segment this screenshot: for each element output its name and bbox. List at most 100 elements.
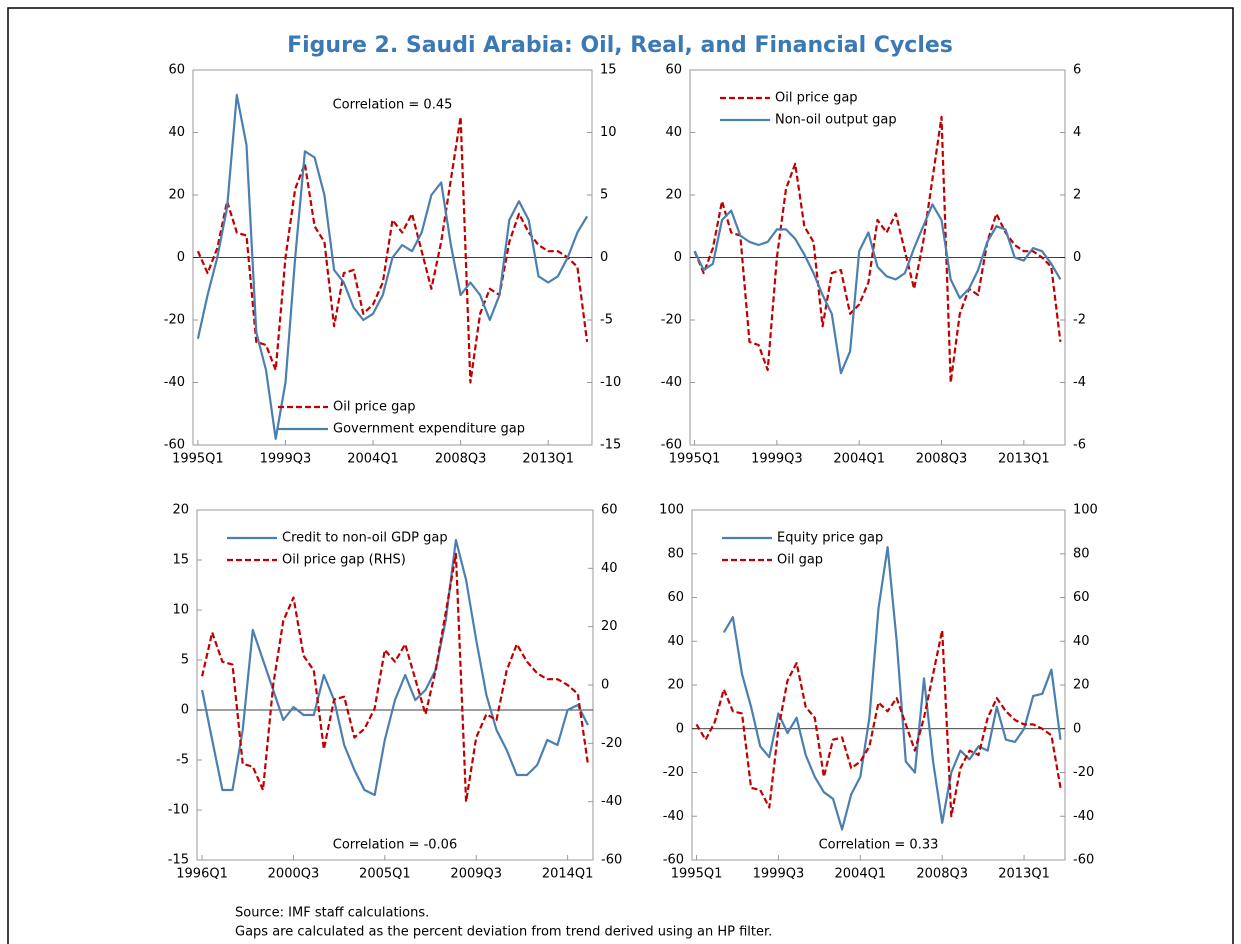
x-tick-label: 2005Q1 bbox=[359, 867, 411, 882]
y-tick-label: 60 bbox=[665, 63, 682, 78]
y-tick-label: -20 bbox=[164, 313, 185, 328]
y-tick-label: -40 bbox=[661, 375, 682, 390]
x-tick-label: 1999Q3 bbox=[751, 452, 803, 467]
frame bbox=[7, 7, 1234, 944]
y2-tick-label: 5 bbox=[600, 188, 608, 203]
y-tick-label: 5 bbox=[181, 653, 189, 668]
legend-label: Equity price gap bbox=[777, 531, 883, 546]
x-tick-label: 2004Q1 bbox=[835, 867, 887, 882]
y-tick-label: 20 bbox=[172, 503, 189, 518]
x-tick-label: 2014Q1 bbox=[542, 867, 594, 882]
y-tick-label: 100 bbox=[659, 503, 684, 518]
annotation: Correlation = 0.33 bbox=[819, 838, 939, 853]
y2-tick-label: 4 bbox=[1073, 125, 1081, 140]
legend-label: Credit to non-oil GDP gap bbox=[282, 531, 448, 546]
y-tick-label: -20 bbox=[663, 765, 684, 780]
y-tick-label: 20 bbox=[168, 188, 185, 203]
y-tick-label: -40 bbox=[164, 375, 185, 390]
method-note: Gaps are calculated as the percent devia… bbox=[235, 925, 772, 940]
y2-tick-label: 6 bbox=[1073, 63, 1081, 78]
series-line bbox=[196, 115, 589, 384]
y-tick-label: -60 bbox=[661, 438, 682, 453]
annotation: Correlation = 0.45 bbox=[333, 98, 453, 113]
x-tick-label: 2004Q1 bbox=[833, 452, 885, 467]
y-tick-label: -60 bbox=[164, 438, 185, 453]
x-tick-label: 2013Q1 bbox=[998, 867, 1050, 882]
x-tick-label: 1996Q1 bbox=[176, 867, 228, 882]
y2-tick-label: 0 bbox=[601, 678, 609, 693]
y2-tick-label: -40 bbox=[1073, 809, 1094, 824]
x-tick-label: 2013Q1 bbox=[522, 452, 574, 467]
annotation: Correlation = -0.06 bbox=[333, 838, 457, 853]
legend-label: Oil price gap bbox=[333, 400, 416, 415]
plot-frame bbox=[691, 509, 1066, 861]
y2-tick-label: -40 bbox=[601, 794, 622, 809]
y2-tick-label: -15 bbox=[600, 438, 621, 453]
x-tick-label: 2004Q1 bbox=[347, 452, 399, 467]
y-tick-label: -10 bbox=[168, 803, 189, 818]
y2-tick-label: 40 bbox=[601, 561, 618, 576]
y2-tick-label: -5 bbox=[600, 313, 613, 328]
y2-tick-label: 15 bbox=[600, 63, 617, 78]
x-tick-label: 2013Q1 bbox=[998, 452, 1050, 467]
y2-tick-label: -10 bbox=[600, 375, 621, 390]
y2-tick-label: -6 bbox=[1073, 438, 1086, 453]
y2-tick-label: -2 bbox=[1073, 313, 1086, 328]
x-tick-label: 1995Q1 bbox=[172, 452, 224, 467]
y2-tick-label: 80 bbox=[1073, 546, 1090, 561]
y-tick-label: 0 bbox=[181, 703, 189, 718]
series-line bbox=[693, 115, 1062, 384]
y-tick-label: 0 bbox=[676, 721, 684, 736]
x-tick-label: 2008Q3 bbox=[435, 452, 487, 467]
series-line bbox=[695, 629, 1062, 818]
y-tick-label: 0 bbox=[177, 250, 185, 265]
y-tick-label: 40 bbox=[667, 634, 684, 649]
y2-tick-label: -60 bbox=[601, 853, 622, 868]
x-tick-label: 1999Q3 bbox=[753, 867, 805, 882]
x-tick-label: 2009Q3 bbox=[450, 867, 502, 882]
y2-tick-label: 20 bbox=[601, 619, 618, 634]
y-tick-label: -60 bbox=[663, 853, 684, 868]
y2-tick-label: -4 bbox=[1073, 375, 1086, 390]
figure-title: Figure 2. Saudi Arabia: Oil, Real, and F… bbox=[287, 33, 953, 58]
series-line bbox=[201, 538, 589, 797]
y2-tick-label: 0 bbox=[1073, 721, 1081, 736]
y-tick-label: 10 bbox=[172, 603, 189, 618]
y-tick-label: -5 bbox=[176, 753, 189, 768]
y2-tick-label: 0 bbox=[600, 250, 608, 265]
legend-label: Oil price gap bbox=[775, 91, 858, 106]
y-tick-label: 80 bbox=[667, 546, 684, 561]
y-tick-label: -40 bbox=[663, 809, 684, 824]
y-tick-label: 20 bbox=[665, 188, 682, 203]
source-note: Source: IMF staff calculations. bbox=[235, 906, 429, 921]
legend-label: Government expenditure gap bbox=[333, 422, 525, 437]
x-tick-label: 2008Q3 bbox=[916, 452, 968, 467]
legend-label: Oil gap bbox=[777, 553, 823, 568]
y2-tick-label: -60 bbox=[1073, 853, 1094, 868]
y2-tick-label: 10 bbox=[600, 125, 617, 140]
y2-tick-label: 60 bbox=[1073, 590, 1090, 605]
y2-tick-label: -20 bbox=[601, 736, 622, 751]
x-tick-label: 1995Q1 bbox=[671, 867, 723, 882]
y-tick-label: 15 bbox=[172, 553, 189, 568]
x-tick-label: 2000Q3 bbox=[268, 867, 320, 882]
y-tick-label: 60 bbox=[667, 590, 684, 605]
series-line bbox=[722, 546, 1062, 831]
y-tick-label: 40 bbox=[665, 125, 682, 140]
series-line bbox=[693, 203, 1062, 375]
y-tick-label: 0 bbox=[674, 250, 682, 265]
y2-tick-label: 20 bbox=[1073, 678, 1090, 693]
y2-tick-label: 60 bbox=[601, 503, 618, 518]
y-tick-label: 40 bbox=[168, 125, 185, 140]
x-tick-label: 1999Q3 bbox=[260, 452, 312, 467]
x-tick-label: 1995Q1 bbox=[669, 452, 721, 467]
y2-tick-label: 2 bbox=[1073, 188, 1081, 203]
series-line bbox=[201, 552, 589, 803]
series-line bbox=[196, 93, 589, 440]
x-tick-label: 2008Q3 bbox=[916, 867, 968, 882]
y-tick-label: -15 bbox=[168, 853, 189, 868]
y2-tick-label: 40 bbox=[1073, 634, 1090, 649]
y-tick-label: 20 bbox=[667, 678, 684, 693]
